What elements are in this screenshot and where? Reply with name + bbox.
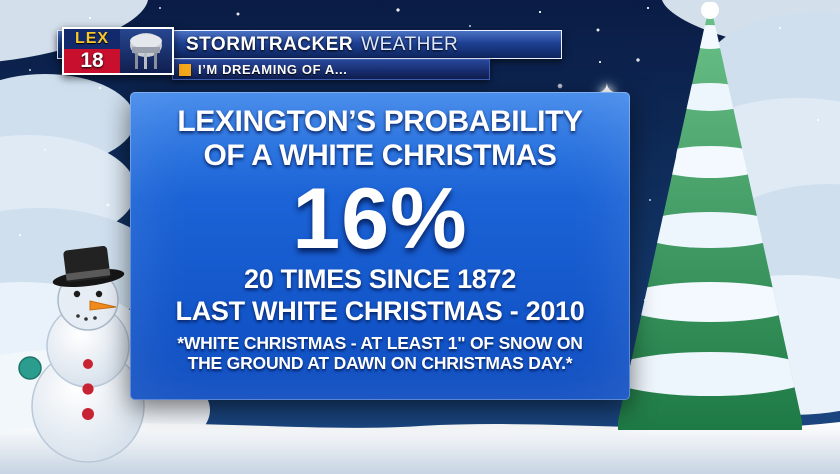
weather-title: WEATHER xyxy=(361,33,459,55)
footnote-line2: THE GROUND AT DAWN ON CHRISTMAS DAY.* xyxy=(187,353,573,373)
lex18-logo: LEX 18 xyxy=(62,27,174,75)
logo-lex-text: LEX xyxy=(64,29,120,49)
water-tower-icon xyxy=(120,29,172,73)
panel-title-line2: OF A WHITE CHRISTMAS xyxy=(203,139,557,172)
lex18-logo-text: LEX 18 xyxy=(64,29,120,73)
subtitle-text: I’M DREAMING OF A... xyxy=(198,62,348,77)
probability-value: 16% xyxy=(292,171,468,267)
stat-last-white-christmas: LAST WHITE CHRISTMAS - 2010 xyxy=(175,296,585,326)
logo-18-text: 18 xyxy=(64,48,120,73)
panel-title-line1: LEXINGTON’S PROBABILITY xyxy=(177,105,583,138)
probability-panel: LEXINGTON’S PROBABILITY OF A WHITE CHRIS… xyxy=(130,92,630,400)
christmas-tree-illustration xyxy=(618,2,802,430)
stat-times-since: 20 TIMES SINCE 1872 xyxy=(244,264,516,294)
subtitle-bar: I’M DREAMING OF A... xyxy=(172,59,490,80)
footnote-line1: *WHITE CHRISTMAS - AT LEAST 1" OF SNOW O… xyxy=(177,333,583,353)
stormtracker-title: STORMTRACKER xyxy=(186,33,354,55)
snowman-illustration xyxy=(18,246,158,463)
panel-title: LEXINGTON’S PROBABILITY OF A WHITE CHRIS… xyxy=(130,105,630,173)
footnote: *WHITE CHRISTMAS - AT LEAST 1" OF SNOW O… xyxy=(130,333,630,373)
bullet-icon xyxy=(179,63,191,76)
